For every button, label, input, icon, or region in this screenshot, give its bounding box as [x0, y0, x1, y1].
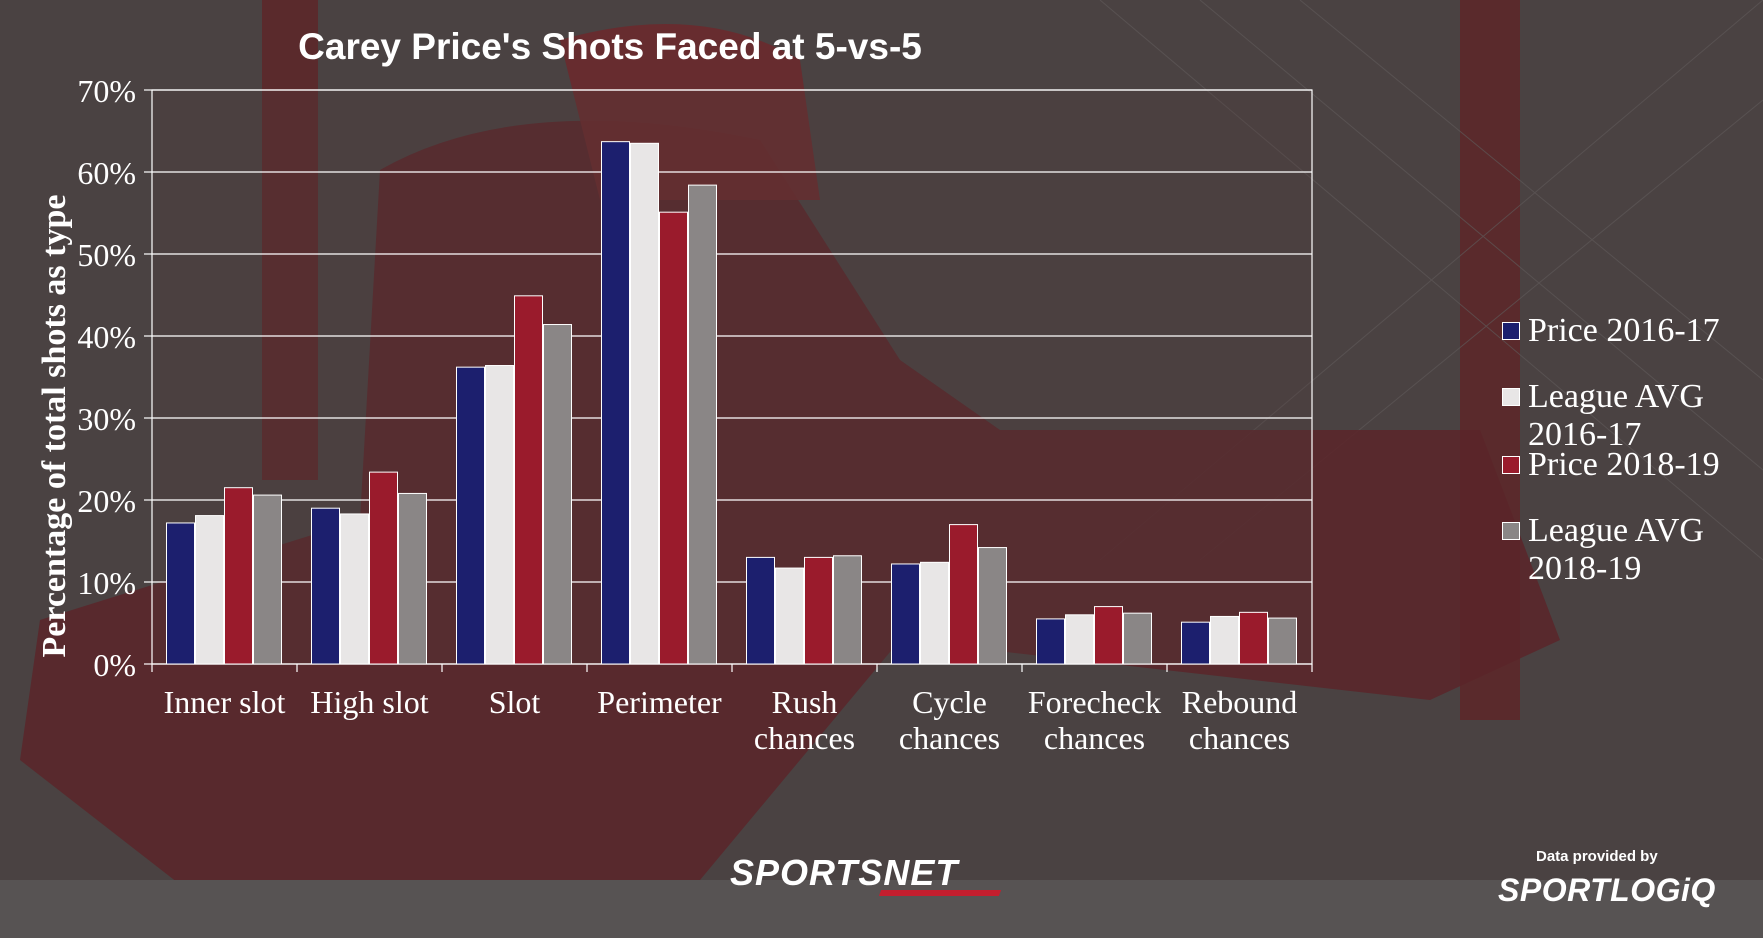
bar — [456, 366, 485, 665]
bar — [920, 561, 949, 665]
y-tick-label: 10% — [77, 565, 136, 601]
bar — [1239, 611, 1268, 665]
bar — [1036, 618, 1065, 665]
x-tick-label: chances — [899, 720, 1000, 756]
x-tick-label: Inner slot — [164, 684, 286, 720]
bar — [688, 184, 717, 665]
bar — [804, 556, 833, 665]
x-tick-label: Rush — [772, 684, 838, 720]
legend-item-league-avg-2018-19: League AVG 2018-19 — [1502, 512, 1757, 588]
bar — [949, 524, 978, 665]
legend-item-price-2018-19: Price 2018-19 — [1502, 446, 1757, 512]
x-tick-label: Forecheck — [1028, 684, 1161, 720]
x-tick-label: chances — [754, 720, 855, 756]
legend-label: League AVG — [1528, 378, 1704, 415]
sportlogiq-logo: SPORTLOGiQ — [1498, 872, 1716, 908]
legend: Price 2016-17 League AVG 2016-17 Price 2… — [1502, 312, 1757, 588]
y-tick-label: 60% — [77, 155, 136, 191]
legend-label: Price 2016-17 — [1528, 312, 1720, 349]
legend-item-league-avg-2016-17: League AVG 2016-17 — [1502, 378, 1757, 453]
x-tick-label: chances — [1044, 720, 1145, 756]
bar — [369, 471, 398, 665]
bar — [398, 492, 427, 665]
x-tick-label: chances — [1189, 720, 1290, 756]
bar — [891, 563, 920, 665]
legend-label: 2016-17 — [1528, 416, 1642, 453]
x-tick-label: Perimeter — [597, 684, 722, 720]
bar — [659, 211, 688, 665]
bar — [311, 507, 340, 665]
y-tick-label: 30% — [77, 401, 136, 437]
bar — [746, 556, 775, 665]
y-tick-label: 20% — [77, 483, 136, 519]
bar — [224, 487, 253, 665]
y-tick-label: 50% — [77, 237, 136, 273]
legend-label: Price 2018-19 — [1528, 446, 1720, 483]
x-tick-label: Rebound — [1182, 684, 1298, 720]
bar — [978, 547, 1007, 665]
bar — [601, 141, 630, 665]
x-tick-label: Cycle — [912, 684, 987, 720]
bar — [195, 515, 224, 665]
y-tick-label: 0% — [93, 647, 136, 683]
legend-swatch — [1502, 388, 1520, 406]
bar — [833, 555, 862, 665]
legend-item-price-2016-17: Price 2016-17 — [1502, 312, 1757, 378]
x-tick-label: High slot — [310, 684, 428, 720]
data-credit: Data provided by — [1536, 848, 1658, 865]
bar — [1094, 606, 1123, 665]
sportsnet-logo: SPORTSNET — [730, 852, 959, 893]
legend-swatch — [1502, 322, 1520, 340]
legend-swatch — [1502, 456, 1520, 474]
y-tick-label: 70% — [77, 73, 136, 109]
bar — [1181, 621, 1210, 665]
legend-label: League AVG — [1528, 512, 1704, 549]
x-tick-label: Slot — [489, 684, 541, 720]
chart-title: Carey Price's Shots Faced at 5-vs-5 — [298, 26, 922, 67]
bar — [253, 494, 282, 665]
bar — [1123, 612, 1152, 665]
y-tick-label: 40% — [77, 319, 136, 355]
sportsnet-logo-stripe — [878, 890, 1002, 896]
bar — [1268, 617, 1297, 665]
bar — [514, 295, 543, 665]
bar — [630, 142, 659, 665]
bar — [1065, 614, 1094, 665]
bar — [1210, 615, 1239, 665]
bar — [485, 365, 514, 665]
bar — [775, 567, 804, 665]
legend-swatch — [1502, 522, 1520, 540]
bar — [543, 324, 572, 665]
bar — [166, 522, 195, 665]
bar — [340, 513, 369, 665]
legend-label: 2018-19 — [1528, 550, 1642, 587]
